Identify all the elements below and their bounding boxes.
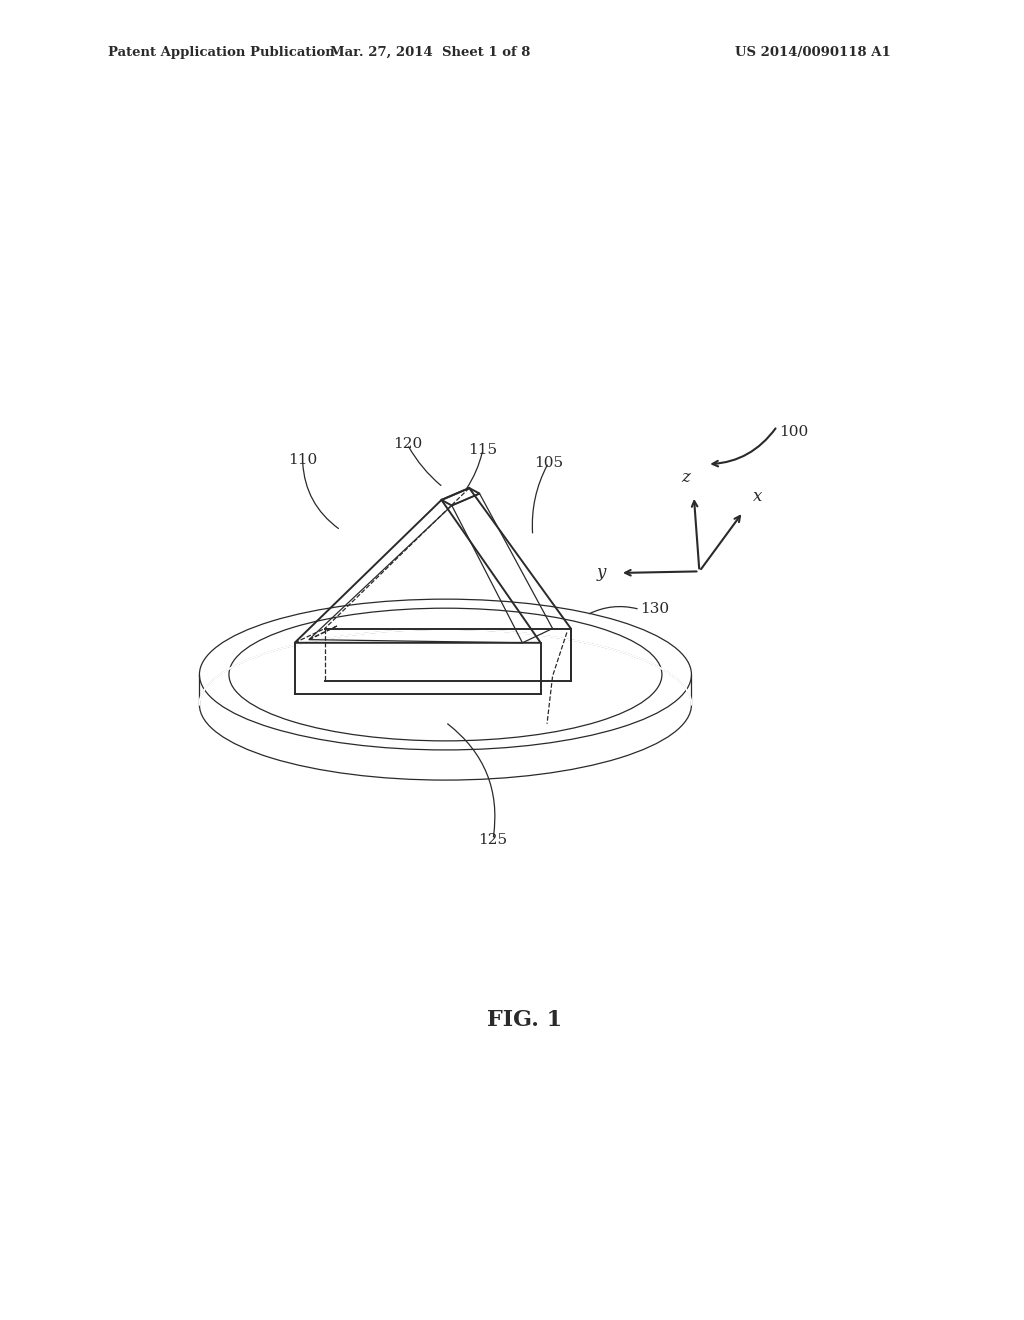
Text: 110: 110 <box>288 453 317 467</box>
Text: FIG. 1: FIG. 1 <box>487 1008 562 1031</box>
Text: 100: 100 <box>778 425 808 440</box>
Text: Mar. 27, 2014  Sheet 1 of 8: Mar. 27, 2014 Sheet 1 of 8 <box>330 46 530 59</box>
Text: US 2014/0090118 A1: US 2014/0090118 A1 <box>735 46 891 59</box>
Text: z: z <box>682 470 690 487</box>
Text: 125: 125 <box>478 833 508 846</box>
Text: y: y <box>596 565 606 581</box>
Text: 105: 105 <box>535 455 563 470</box>
Text: 115: 115 <box>468 444 498 457</box>
Text: Patent Application Publication: Patent Application Publication <box>108 46 334 59</box>
Text: x: x <box>753 488 762 506</box>
Text: 130: 130 <box>640 602 669 616</box>
Text: 120: 120 <box>393 437 422 451</box>
